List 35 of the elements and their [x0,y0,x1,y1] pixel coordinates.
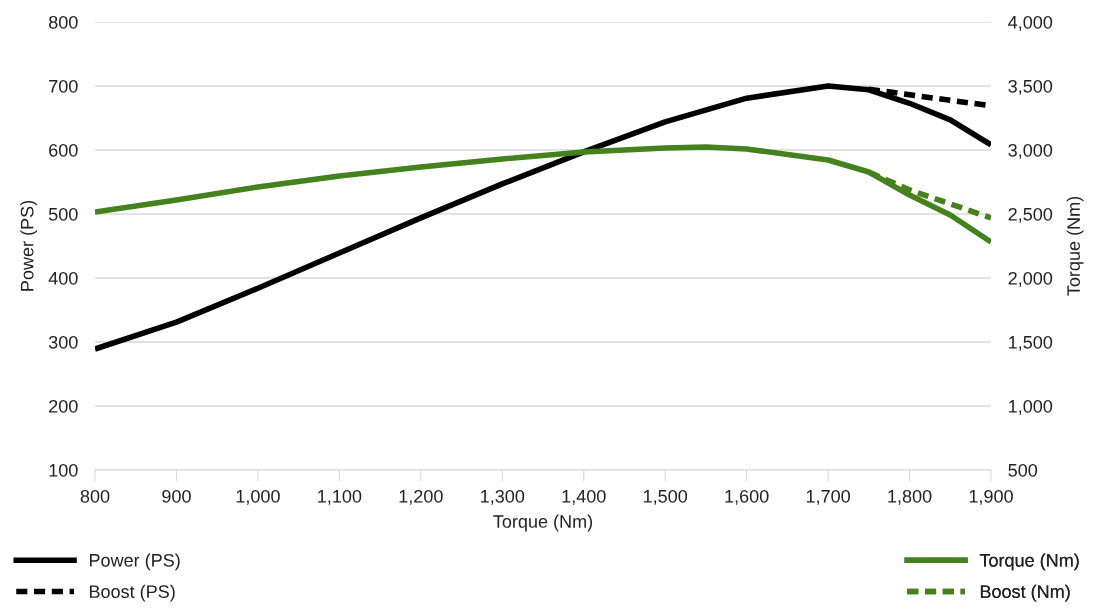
legend-label: Power (PS) [89,553,180,571]
legend-label: Torque (Nm) [979,553,1079,571]
y-tick-label: 200 [49,399,78,413]
y2-tick-label: 1,500 [1009,335,1053,351]
x-tick-label: 1,300 [481,489,525,505]
x-axis-title: Torque (Nm) [493,514,593,532]
y2-tick-label: 1,000 [1009,399,1053,415]
x-tick-label: 1,400 [562,489,606,505]
y2-tick-label: 3,500 [1008,79,1053,95]
x-tick-label: 800 [80,489,110,503]
y-tick-label: 500 [48,207,78,221]
y-tick-label: 100 [49,463,78,477]
x-tick-label: 1,500 [643,489,688,505]
y2-tick-label: 4,000 [1008,15,1053,31]
y-axis-title: Power (PS) [20,200,38,291]
x-tick-label: 900 [162,489,191,503]
y-tick-label: 400 [48,271,78,285]
y2-tick-label: 2,000 [1008,271,1053,287]
y-tick-label: 800 [49,15,78,29]
y2-tick-label: 500 [1008,463,1038,477]
x-tick-label: 1,000 [236,489,280,505]
y2-tick-label: 3,000 [1008,143,1053,159]
legend-label: Boost (Nm) [980,584,1070,602]
x-tick-label: 1,800 [888,489,932,505]
y-tick-label: 600 [49,143,78,157]
legend-label: Boost (PS) [89,584,175,602]
x-tick-label: 1,900 [969,489,1013,505]
y-tick-label: 300 [48,335,78,349]
y2-axis-title: Torque (Nm) [1066,196,1084,296]
x-tick-label: 1,100 [318,489,362,505]
x-tick-label: 1,600 [725,489,769,505]
x-tick-label: 1,700 [806,489,850,505]
x-tick-label: 1,200 [399,489,443,505]
y2-tick-label: 2,500 [1008,207,1053,223]
y-tick-label: 700 [49,79,78,93]
